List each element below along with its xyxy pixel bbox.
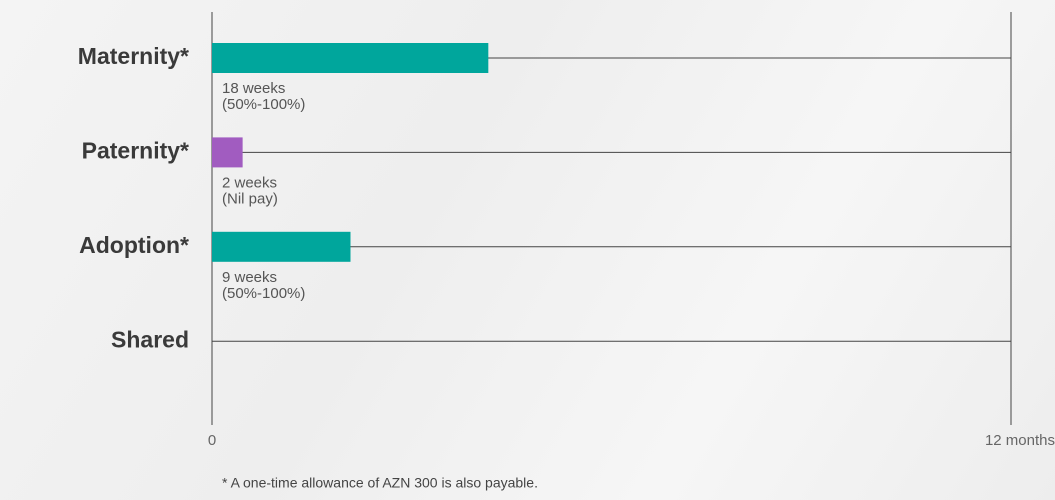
category-label: Shared [111, 326, 189, 352]
x-tick-label: 12 months [985, 432, 1055, 449]
bar [212, 137, 243, 168]
value-label: 9 weeks [222, 269, 277, 286]
value-label: (Nil pay) [222, 190, 278, 207]
category-label: Adoption* [79, 232, 189, 258]
value-label: 2 weeks [222, 174, 277, 191]
value-label: (50%-100%) [222, 285, 305, 302]
bar [212, 43, 489, 73]
footnote: * A one-time allowance of AZN 300 is als… [222, 475, 538, 491]
category-label: Maternity* [78, 43, 189, 69]
value-label: (50%-100%) [222, 96, 305, 113]
category-label: Paternity* [82, 137, 189, 163]
bar [212, 231, 351, 262]
x-tick-label: 0 [208, 432, 216, 449]
value-label: 18 weeks [222, 80, 285, 97]
